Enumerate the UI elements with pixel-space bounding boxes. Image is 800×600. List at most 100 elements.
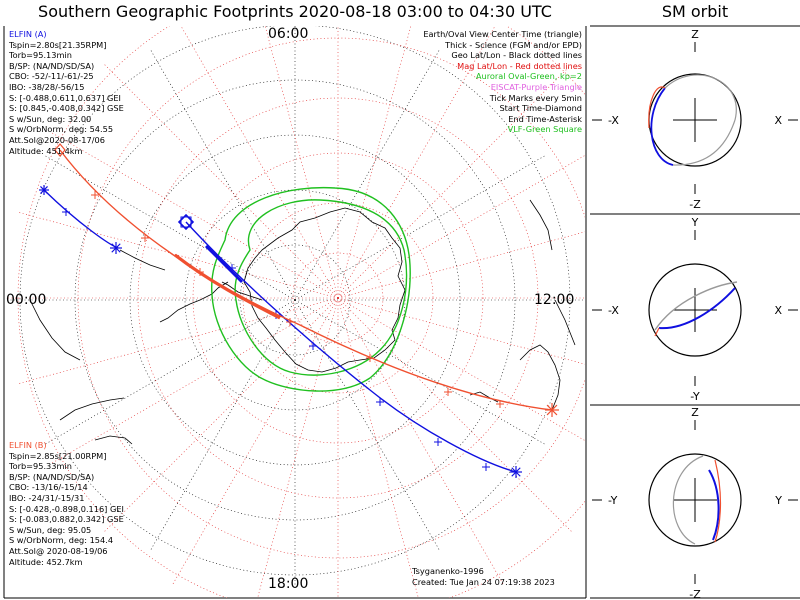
asterisk-stroke [511, 467, 521, 477]
geo-lon-line [294, 299, 547, 446]
elfin-a-info-line: IBO: -38/28/-56/15 [9, 81, 85, 92]
elfin-a-tick-asterisk [39, 185, 49, 195]
orbit-b-path-red [714, 459, 722, 543]
mag-lon-line [337, 297, 585, 365]
elfin-b-info-line: S w/Sun, deg: 95.05 [9, 524, 92, 535]
elfin-b-end-asterisk [545, 403, 559, 417]
elfin-a-info-line: Torb=95.13min [9, 50, 72, 61]
elfin-a-science-segment [205, 245, 243, 283]
mag-lon-line [337, 297, 504, 584]
elfin-b-header: ELFIN (B) [9, 440, 47, 450]
orbit-panels: Z -Z -X X Y -Y -X X Z -Z -Y Y [592, 28, 798, 600]
legend-entry: Tick Marks every 5min [489, 92, 582, 103]
time-label-left: 00:00 [6, 292, 47, 308]
orbit-b-path [672, 455, 704, 545]
elfin-a-info-line: Tspin=2.80s[21.35RPM] [9, 39, 107, 50]
orbit-b-path-red [654, 327, 660, 337]
elfin-a-start-square [180, 216, 192, 228]
elfin-a-header: ELFIN (A) [9, 29, 47, 39]
time-label-bottom: 18:00 [268, 576, 309, 592]
mag-lat-circle [77, 37, 585, 559]
orbit-earth-circle [648, 453, 742, 547]
mag-lon-line [19, 297, 339, 384]
legend-entry: Earth/Oval View Center Time (triangle) [423, 29, 582, 39]
elfin-b-tick [286, 318, 294, 326]
orbit-label-right: Y [774, 494, 782, 507]
elfin-a-info-line: CBO: -52/-11/-61/-25 [9, 71, 94, 82]
elfin-a-tick [228, 264, 236, 272]
coastline-path [94, 435, 133, 445]
mag-lon-line [337, 297, 572, 532]
geo-lat-circle [239, 244, 351, 356]
elfin-b-start-diamond [54, 143, 66, 157]
elfin-b-info-line: Tspin=2.85s[21.00RPM] [9, 450, 107, 461]
orbit-label-left: -X [608, 114, 619, 127]
elfin-a-info-line: S: [-0.488,0.611,0.637] GEI [9, 92, 121, 103]
orbit-label-top: Z [691, 28, 699, 41]
auroral-oval [210, 186, 411, 392]
legend-entry: Auroral Oval-Green, kp=2 [475, 71, 582, 82]
orbit-label-top: Z [691, 406, 699, 419]
elfin-a-tick [309, 342, 317, 350]
legend-entry: Geo Lat/Lon - Black dotted lines [451, 50, 582, 61]
elfin-b-science-segment [174, 253, 281, 320]
orbit-label-top: Y [691, 216, 699, 229]
orbit-b-path [664, 74, 737, 121]
orbit-label-left: -X [608, 304, 619, 317]
orbit-earth-circle [648, 263, 742, 357]
legend-entry: Thick - Science (FGM and/or EPD) [445, 39, 582, 50]
mag-lon-line [337, 26, 496, 299]
coastline-path [59, 397, 125, 421]
elfin-a-info: ELFIN (A) Tspin=2.80s[21.35RPM] Torb=95.1… [9, 29, 124, 156]
elfin-b-info-line: Att.Sol@ 2020-08-19/06 [9, 545, 108, 556]
time-label-right: 12:00 [534, 292, 575, 308]
elfin-b-info-line: B/SP: (NA/ND/SD/SA) [9, 471, 95, 482]
geo-lon-line [149, 299, 296, 552]
mag-lon-line [104, 64, 339, 299]
auroral-oval-outer [210, 186, 411, 392]
mag-lon-line [180, 26, 339, 299]
orbit-b-path [654, 281, 738, 331]
mag-lon-line [104, 297, 339, 532]
mag-lat-circle [17, 26, 585, 598]
orbit-title: SM orbit [661, 2, 729, 21]
geo-lat-circle [19, 26, 571, 576]
mag-lon-line [257, 297, 339, 598]
elfin-a-info-line: S w/Sun, deg: 32.00 [9, 113, 92, 124]
elfin-a-mid-asterisk [110, 242, 122, 254]
mag-lon-line [337, 297, 585, 441]
orbit-label-bottom: -Z [689, 588, 701, 600]
credits-author: Tsyganenko-1996 [412, 566, 484, 576]
geo-lon-line [43, 299, 296, 446]
orbit-a-path [658, 287, 736, 330]
elfin-b-tick [444, 388, 452, 396]
elfin-b-info-line: S: [-0.083,0.882,0.342] GSE [9, 514, 124, 525]
mag-lon-line [337, 155, 585, 299]
mag-lon-line [172, 297, 339, 584]
legend: Earth/Oval View Center Time (triangle) Th… [423, 29, 582, 135]
mag-lon-line [337, 64, 572, 299]
coastline-path [243, 207, 406, 373]
coastline-path [529, 199, 553, 251]
orbit-label-right: X [774, 114, 782, 127]
orbit-label-right: X [774, 304, 782, 317]
asterisk-stroke [111, 243, 121, 253]
mag-lon-line [52, 132, 339, 299]
geo-lon-line [294, 154, 547, 301]
elfin-a-tick [434, 438, 442, 446]
mag-lon-line [264, 26, 339, 299]
elfin-a-info-line: S w/OrbNorm, deg: 54.55 [9, 124, 114, 135]
coastline-path [554, 299, 576, 346]
coastline-path [519, 344, 561, 411]
credits: Tsyganenko-1996 Created: Tue Jan 24 07:1… [412, 566, 555, 588]
elfin-a-tick [376, 398, 384, 406]
geo-latlon-grid [5, 26, 585, 590]
elfin-b-tick [141, 234, 149, 242]
elfin-a-end-asterisk [510, 466, 522, 478]
legend-entry: VLF-Green Square [507, 124, 582, 135]
legend-entry: EISCAT-Purple Triangle [490, 81, 582, 92]
orbit-label-bottom: -Y [690, 390, 700, 403]
elfin-a-info-line: Altitude: 451.4km [9, 145, 83, 156]
